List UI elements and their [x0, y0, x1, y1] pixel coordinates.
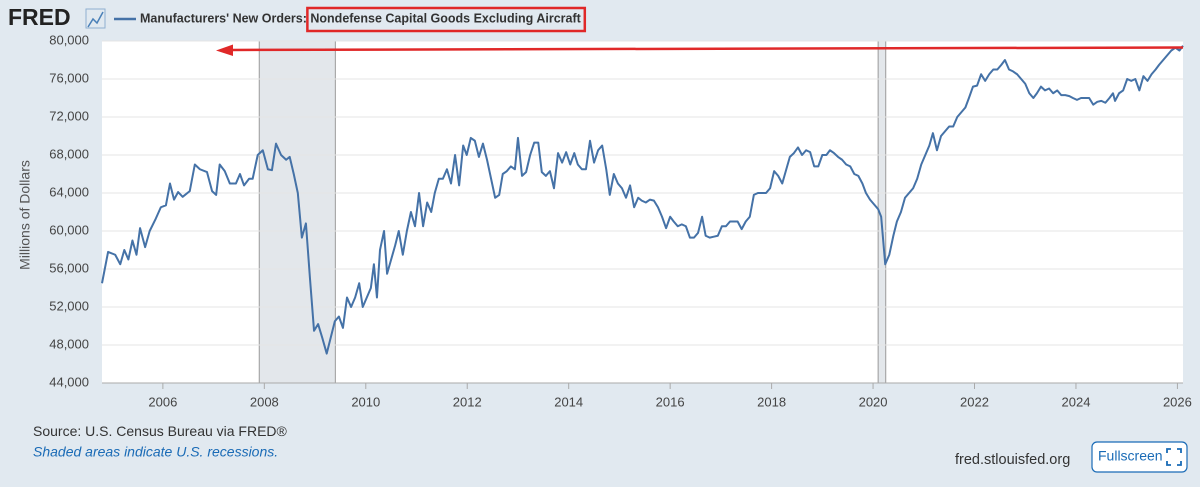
x-tick-label: 2024 — [1062, 394, 1091, 409]
x-tick-label: 2014 — [554, 394, 583, 409]
x-tick-label: 2006 — [148, 394, 177, 409]
x-tick-label: 2010 — [351, 394, 380, 409]
y-tick-label: 72,000 — [49, 108, 89, 123]
y-tick-label: 44,000 — [49, 374, 89, 389]
fullscreen-button[interactable] — [1091, 441, 1188, 473]
source-text: U.S. Census Bureau via FRED® — [85, 423, 287, 439]
series-line — [101, 45, 1184, 355]
logo-icon — [87, 11, 104, 28]
x-tick-label: 2008 — [250, 394, 279, 409]
y-tick-label: 56,000 — [49, 260, 89, 275]
fullscreen-label[interactable]: Fullscreen — [1098, 448, 1163, 464]
annotation-arrowhead — [216, 44, 233, 56]
site-url: fred.stlouisfed.org — [955, 452, 1070, 468]
y-tick-label: 60,000 — [49, 222, 89, 237]
legend-label: Manufacturers' New Orders: Nondefense Ca… — [140, 11, 582, 25]
annotation-arrow — [229, 46, 1184, 52]
x-tick-label: 2026 — [1163, 394, 1192, 409]
recession-note[interactable]: Shaded areas indicate U.S. recessions. — [33, 444, 278, 460]
source-prefix: Source: — [33, 423, 81, 439]
y-tick-label: 64,000 — [49, 184, 89, 199]
x-tick-label: 2022 — [960, 394, 989, 409]
x-tick-label: 2020 — [859, 394, 888, 409]
recession-band — [878, 41, 886, 383]
x-tick-label: 2012 — [453, 394, 482, 409]
logo: FRED — [8, 4, 71, 30]
highlight-box — [306, 6, 587, 33]
recession-band — [259, 41, 336, 383]
y-tick-label: 68,000 — [49, 146, 89, 161]
y-tick-label: 76,000 — [49, 70, 89, 85]
y-tick-label: 52,000 — [49, 298, 89, 313]
x-tick-label: 2016 — [656, 394, 685, 409]
x-tick-label: 2018 — [757, 394, 786, 409]
logo-icon-frame — [85, 8, 106, 29]
y-axis-label: Millions of Dollars — [17, 160, 33, 270]
fullscreen-icon[interactable] — [1166, 448, 1182, 466]
y-tick-label: 80,000 — [49, 32, 89, 47]
source: Source: U.S. Census Bureau via FRED® — [33, 423, 288, 439]
y-tick-label: 48,000 — [49, 336, 89, 351]
